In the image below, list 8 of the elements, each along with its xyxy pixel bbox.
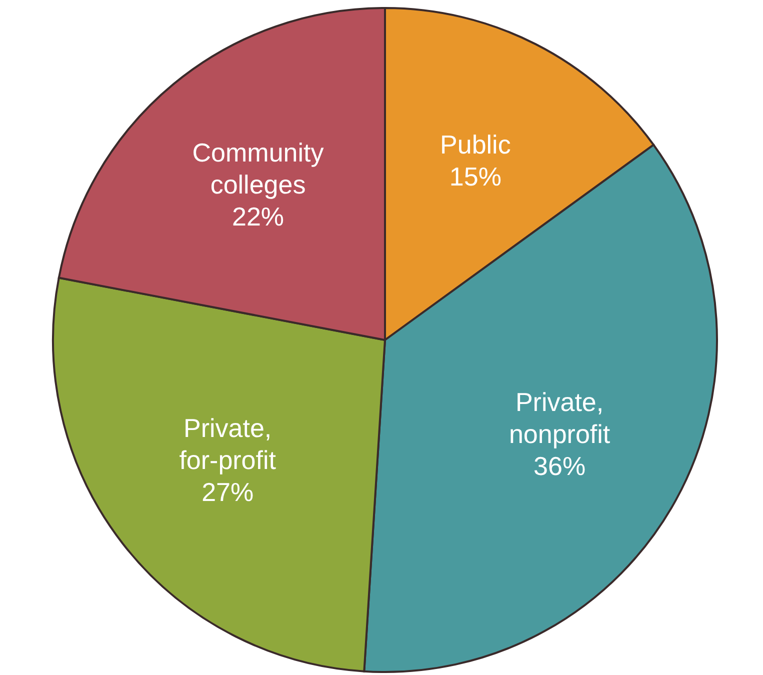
slice-label: Public [440,129,511,160]
slice-label: Private, nonprofit [508,386,611,449]
data-label: 22% [232,201,284,232]
slice-label: Private, for-profit [179,412,277,475]
data-label: 36% [534,450,586,481]
data-label: 15% [449,161,502,192]
data-label: 27% [202,476,254,507]
slice-label: Community colleges [192,137,324,200]
